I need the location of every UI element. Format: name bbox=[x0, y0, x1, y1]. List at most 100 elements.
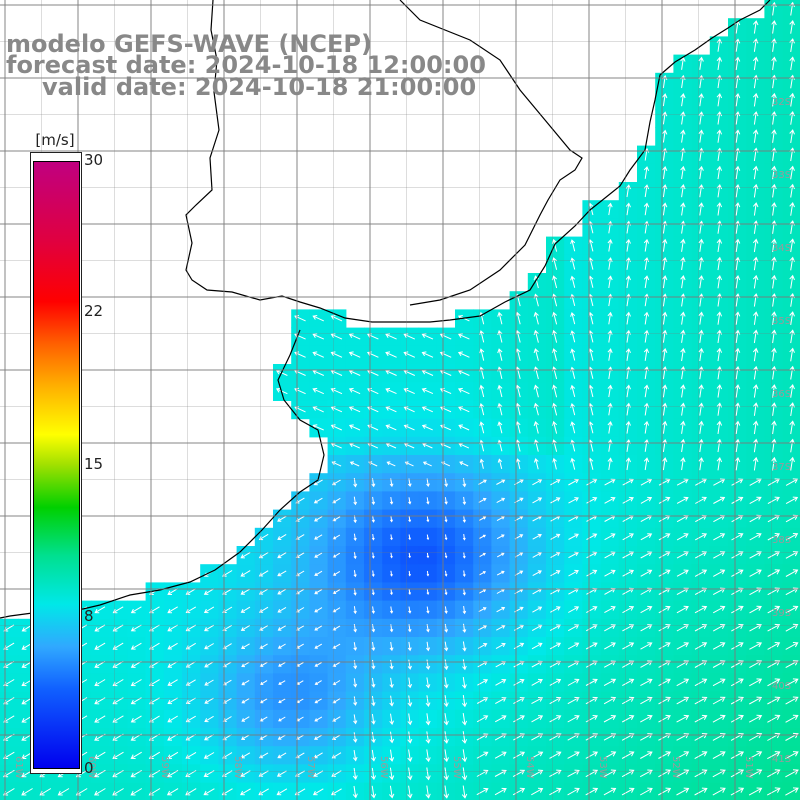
wind-arrow bbox=[662, 347, 668, 361]
wind-arrow bbox=[771, 238, 777, 253]
wind-arrow bbox=[607, 384, 613, 398]
wind-arrow bbox=[314, 625, 323, 631]
wind-arrow bbox=[731, 533, 744, 541]
wind-arrow bbox=[549, 787, 562, 796]
wind-arrow bbox=[731, 623, 744, 632]
wind-arrow bbox=[713, 496, 726, 504]
wind-arrow bbox=[421, 387, 434, 395]
wind-arrow bbox=[130, 788, 143, 796]
wind-arrow bbox=[425, 659, 431, 670]
wind-arrow bbox=[403, 333, 416, 340]
colorbar-tick: 22 bbox=[84, 302, 104, 320]
wind-arrow bbox=[789, 420, 795, 435]
wind-arrow bbox=[603, 787, 617, 796]
wind-arrow bbox=[785, 605, 799, 614]
wind-arrow bbox=[749, 678, 763, 687]
wind-arrow bbox=[259, 625, 269, 631]
wind-arrow bbox=[167, 751, 179, 759]
wind-arrow bbox=[478, 479, 487, 485]
wind-arrow bbox=[312, 788, 324, 796]
wind-arrow bbox=[749, 496, 762, 505]
wind-arrow bbox=[533, 420, 539, 434]
wind-arrow bbox=[716, 438, 723, 453]
wind-arrow bbox=[407, 785, 413, 799]
wind-arrow bbox=[278, 680, 286, 685]
wind-arrow bbox=[658, 678, 671, 687]
wind-arrow bbox=[461, 749, 468, 763]
wind-arrow bbox=[789, 438, 795, 453]
wind-arrow bbox=[407, 659, 412, 670]
wind-arrow bbox=[353, 714, 358, 725]
wind-arrow bbox=[604, 624, 616, 632]
wind-arrow bbox=[204, 697, 214, 704]
wind-arrow bbox=[314, 680, 322, 685]
wind-arrow bbox=[386, 461, 396, 467]
wind-arrow bbox=[734, 238, 741, 252]
wind-speed-cell bbox=[782, 782, 800, 800]
wind-arrow bbox=[698, 129, 704, 143]
wind-arrow bbox=[277, 625, 287, 631]
wind-arrow bbox=[444, 515, 448, 523]
wind-arrow bbox=[371, 642, 376, 652]
wind-arrow bbox=[767, 551, 781, 559]
wind-arrow bbox=[425, 749, 431, 763]
wind-arrow bbox=[531, 751, 544, 759]
wind-arrow bbox=[785, 551, 799, 559]
wind-arrow bbox=[550, 570, 561, 577]
wind-arrow bbox=[716, 347, 723, 362]
wind-arrow bbox=[698, 420, 704, 434]
wind-arrow bbox=[512, 787, 526, 796]
wind-arrow bbox=[604, 606, 616, 614]
wind-arrow bbox=[771, 202, 777, 216]
wind-arrow bbox=[352, 750, 358, 762]
wind-arrow bbox=[353, 678, 358, 688]
wind-arrow bbox=[622, 496, 634, 504]
wind-arrow bbox=[662, 202, 668, 216]
wind-arrow bbox=[698, 329, 704, 343]
wind-arrow bbox=[531, 787, 544, 796]
wind-arrow bbox=[698, 93, 704, 107]
wind-arrow bbox=[94, 715, 106, 723]
wind-arrow bbox=[240, 606, 251, 613]
wind-arrow bbox=[531, 678, 543, 686]
wind-arrow bbox=[349, 461, 360, 467]
wind-arrow bbox=[622, 533, 634, 541]
wind-arrow bbox=[313, 734, 323, 740]
wind-arrow bbox=[425, 731, 431, 744]
wind-arrow bbox=[789, 311, 795, 325]
wind-arrow bbox=[389, 749, 395, 762]
wind-arrow bbox=[570, 311, 576, 325]
wind-arrow bbox=[389, 695, 394, 707]
wind-arrow bbox=[385, 387, 397, 395]
wind-arrow bbox=[385, 333, 397, 340]
wind-arrow bbox=[680, 202, 686, 216]
wind-arrow bbox=[426, 606, 430, 614]
wind-arrow bbox=[494, 787, 507, 796]
wind-arrow bbox=[716, 202, 723, 216]
wind-arrow bbox=[676, 787, 690, 796]
wind-arrow bbox=[407, 731, 413, 744]
wind-arrow bbox=[712, 624, 726, 632]
wind-arrow bbox=[241, 716, 250, 722]
wind-arrow bbox=[461, 767, 468, 781]
wind-arrow bbox=[771, 420, 777, 435]
wind-arrow bbox=[426, 534, 430, 541]
wind-arrow bbox=[734, 347, 741, 362]
longitude-label: 53W bbox=[597, 756, 608, 779]
wind-arrow bbox=[752, 347, 759, 362]
wind-arrow bbox=[749, 623, 762, 632]
wind-arrow bbox=[694, 551, 708, 559]
wind-arrow bbox=[478, 607, 487, 613]
wind-arrow bbox=[204, 661, 214, 668]
wind-arrow bbox=[330, 406, 343, 413]
wind-arrow bbox=[625, 402, 631, 416]
wind-arrow bbox=[767, 769, 781, 778]
wind-arrow bbox=[476, 697, 489, 704]
wind-arrow bbox=[444, 497, 448, 505]
wind-arrow bbox=[694, 605, 708, 614]
longitude-label: 60W bbox=[86, 756, 97, 779]
wind-arrow bbox=[426, 570, 430, 577]
wind-arrow bbox=[167, 606, 178, 614]
wind-arrow bbox=[495, 697, 507, 705]
